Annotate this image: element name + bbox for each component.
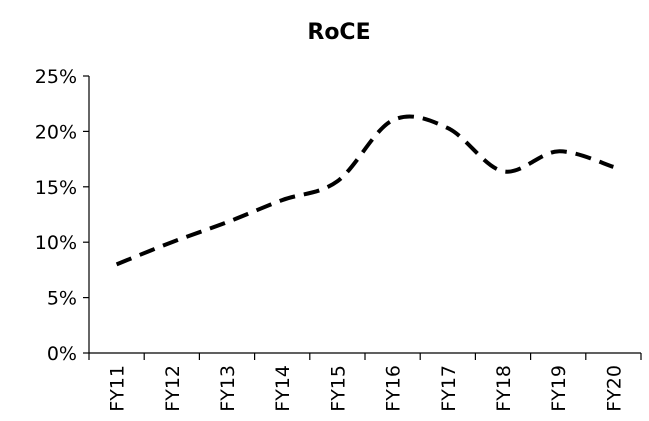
- y-tick-label: 5%: [47, 288, 77, 310]
- y-tick-label: 15%: [35, 177, 77, 199]
- chart-title: RoCE: [307, 20, 370, 45]
- x-tick-label: FY14: [272, 365, 294, 412]
- x-axis: FY11 FY12 FY13 FY14 FY15 FY16 FY17 FY18 FY19 FY20: [88, 352, 642, 412]
- x-tick-label: FY19: [548, 365, 570, 412]
- x-tick-label: FY13: [217, 365, 239, 412]
- x-tick-label: FY16: [383, 365, 405, 412]
- y-axis: 0% 5% 10% 15% 20% 25%: [35, 66, 90, 365]
- x-tick-label: FY11: [107, 365, 129, 412]
- y-tick-label: 0%: [47, 343, 77, 365]
- x-tick-label: FY12: [162, 365, 184, 412]
- x-tick-label: FY18: [493, 365, 515, 412]
- series-group: [115, 114, 615, 267]
- y-tick-label: 20%: [35, 121, 77, 143]
- y-tick-label: 25%: [35, 66, 77, 88]
- y-tick-label: 10%: [35, 232, 77, 254]
- roce-series-line: [115, 114, 615, 267]
- x-tick-label: FY20: [603, 365, 625, 412]
- x-tick-label: FY15: [327, 365, 349, 412]
- x-tick-label: FY17: [438, 365, 460, 412]
